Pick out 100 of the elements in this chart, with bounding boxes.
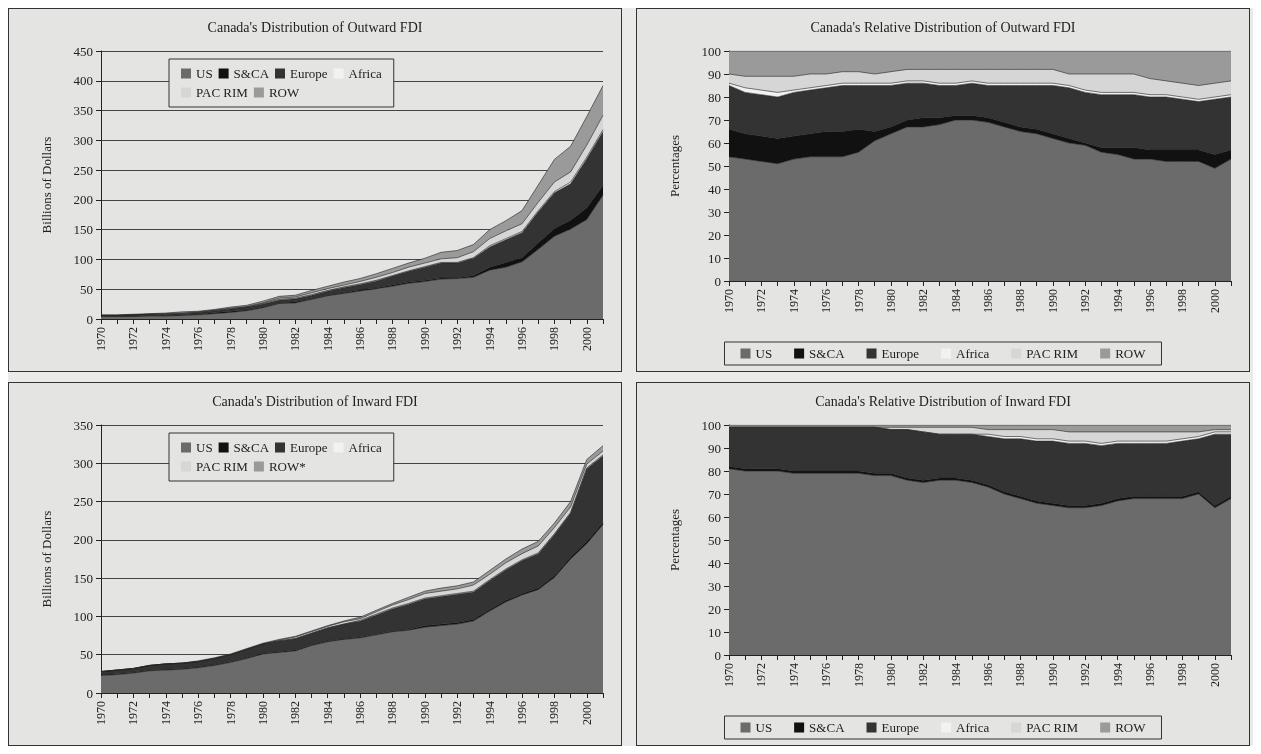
y-tick-label: 30 [708, 578, 721, 594]
x-tick-label: 1998 [547, 327, 562, 351]
legend-label: US [196, 66, 213, 81]
y-axis-title: Billions of Dollars [39, 510, 54, 608]
x-tick-label: 1974 [786, 289, 801, 313]
y-tick-label: 50 [80, 647, 93, 663]
y-tick-label: 50 [708, 532, 721, 548]
y-tick-label: 100 [701, 43, 721, 59]
y-tick-label: 20 [708, 601, 721, 617]
x-tick-label: 1998 [1175, 289, 1190, 313]
legend-label: S&CA [809, 720, 846, 735]
chart-title: Canada's Relative Distribution of Outward FDI [810, 19, 1076, 35]
x-tick-label: 1998 [1175, 663, 1190, 687]
x-tick-label: 1994 [1110, 663, 1125, 687]
legend-label: US [755, 720, 773, 735]
x-tick-label: 1970 [722, 289, 736, 313]
y-tick-label: 350 [73, 417, 93, 433]
x-tick-label: 1972 [126, 701, 141, 725]
x-tick-label: 1986 [353, 701, 368, 725]
legend-label: US [755, 346, 773, 361]
y-tick-label: 100 [73, 251, 93, 267]
x-tick-label: 2000 [579, 327, 594, 351]
y-tick-label: 50 [80, 281, 93, 297]
x-tick-label: 1992 [1078, 289, 1093, 313]
y-tick-label: 0 [714, 647, 721, 663]
y-tick-label: 400 [73, 73, 93, 89]
x-tick-label: 1996 [515, 327, 530, 351]
legend-label: PAC RIM [196, 459, 249, 474]
y-tick-label: 200 [73, 532, 93, 548]
x-tick-label: 1992 [450, 701, 465, 725]
x-tick-label: 1986 [981, 663, 996, 687]
y-tick-label: 150 [73, 222, 93, 238]
y-tick-label: 90 [708, 66, 721, 82]
x-tick-label: 1978 [223, 327, 238, 351]
legend-label: ROW [1115, 346, 1147, 361]
y-tick-label: 250 [73, 162, 93, 178]
y-tick-label: 40 [708, 181, 721, 197]
legend-label: Europe [290, 440, 328, 455]
x-tick-label: 1984 [948, 289, 963, 313]
x-tick-label: 1976 [819, 289, 834, 313]
y-tick-label: 300 [73, 455, 93, 471]
x-tick-label: 1982 [916, 663, 931, 687]
chart-title: Canada's Distribution of Inward FDI [212, 393, 419, 409]
legend-label: Africa [956, 720, 990, 735]
y-axis-title: Percentages [667, 134, 682, 198]
legend-label: ROW [268, 85, 300, 100]
x-tick-label: 1982 [288, 701, 303, 725]
x-tick-label: 1986 [981, 289, 996, 313]
chart-title: Canada's Distribution of Outward FDI [207, 19, 423, 35]
x-tick-label: 2000 [579, 701, 594, 725]
x-tick-label: 1988 [1013, 663, 1028, 687]
chart-title: Canada's Relative Distribution of Inward FDI [815, 393, 1072, 409]
x-tick-label: 1996 [1143, 289, 1158, 313]
x-tick-label: 1980 [255, 701, 270, 725]
legend-label: ROW [1115, 720, 1147, 735]
x-tick-label: 1988 [385, 327, 400, 351]
y-axis-title: Billions of Dollars [39, 136, 54, 234]
y-tick-label: 40 [708, 555, 721, 571]
x-tick-label: 1994 [482, 327, 497, 351]
y-tick-label: 80 [708, 89, 721, 105]
x-tick-label: 1970 [94, 327, 108, 351]
x-tick-label: 1996 [515, 701, 530, 725]
x-tick-label: 1992 [450, 327, 465, 351]
x-tick-label: 1990 [1045, 663, 1060, 687]
y-tick-label: 70 [708, 112, 721, 128]
y-tick-label: 70 [708, 486, 721, 502]
x-tick-label: 1976 [819, 663, 834, 687]
legend-label: ROW* [268, 459, 306, 474]
legend-label: Africa [348, 440, 382, 455]
x-tick-label: 2000 [1207, 663, 1222, 687]
x-tick-label: 1972 [126, 327, 141, 351]
x-tick-label: 1970 [94, 701, 108, 725]
legend-label: PAC RIM [1026, 346, 1079, 361]
y-tick-label: 0 [86, 685, 93, 701]
y-tick-label: 200 [73, 192, 93, 208]
x-tick-label: 1982 [288, 327, 303, 351]
x-tick-label: 1984 [320, 327, 335, 351]
y-tick-label: 250 [73, 494, 93, 510]
y-tick-label: 60 [708, 135, 721, 151]
x-tick-label: 1982 [916, 289, 931, 313]
x-tick-label: 1976 [191, 701, 206, 725]
x-tick-label: 1974 [786, 663, 801, 687]
x-tick-label: 1978 [851, 289, 866, 313]
x-tick-label: 1994 [482, 701, 497, 725]
y-tick-label: 0 [86, 311, 93, 327]
x-tick-label: 1978 [851, 663, 866, 687]
x-tick-label: 1980 [255, 327, 270, 351]
y-tick-label: 20 [708, 227, 721, 243]
x-tick-label: 1996 [1143, 663, 1158, 687]
x-tick-label: 1980 [883, 663, 898, 687]
x-tick-label: 2000 [1207, 289, 1222, 313]
y-tick-label: 30 [708, 204, 721, 220]
y-tick-label: 60 [708, 509, 721, 525]
y-tick-label: 100 [701, 417, 721, 433]
y-tick-label: 450 [73, 43, 93, 59]
legend-label: S&CA [233, 440, 270, 455]
x-tick-label: 1990 [417, 327, 432, 351]
y-tick-label: 90 [708, 440, 721, 456]
x-tick-label: 1984 [948, 663, 963, 687]
x-tick-label: 1974 [158, 327, 173, 351]
